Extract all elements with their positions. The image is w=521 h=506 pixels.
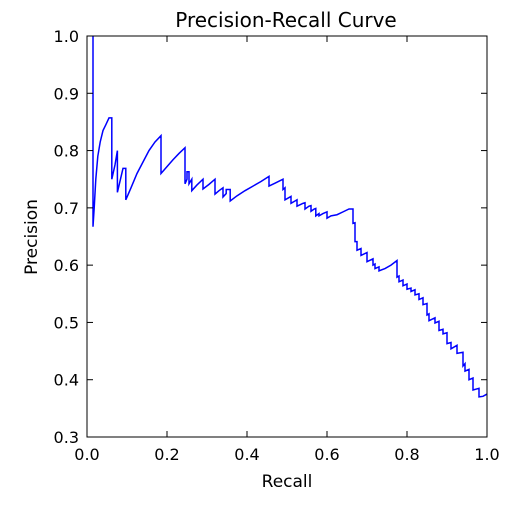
series-line bbox=[93, 36, 487, 397]
chart-title: Precision-Recall Curve bbox=[175, 8, 396, 32]
x-tick-label: 0.2 bbox=[154, 445, 179, 464]
x-axis-label: Recall bbox=[262, 472, 313, 492]
y-axis-label: Precision bbox=[22, 199, 42, 275]
x-tick-label: 0.4 bbox=[234, 445, 259, 464]
y-tick-label: 0.9 bbox=[54, 84, 79, 103]
x-tick-label: 0.8 bbox=[394, 445, 419, 464]
y-tick-label: 0.8 bbox=[54, 142, 79, 161]
y-tick-label: 0.7 bbox=[54, 199, 79, 218]
y-tick-label: 0.4 bbox=[54, 371, 79, 390]
plot-frame bbox=[87, 36, 487, 437]
plot-area: 0.0 0.2 0.4 0.6 0.8 1.0 0.3 0.4 0.5 0.6 0.7 0.8 0.9… bbox=[54, 27, 500, 464]
x-tick-label: 0.6 bbox=[314, 445, 339, 464]
y-tick-label: 1.0 bbox=[54, 27, 79, 46]
y-tick-label: 0.6 bbox=[54, 256, 79, 275]
y-axis-ticks: 0.3 0.4 0.5 0.6 0.7 0.8 0.9 1.0 bbox=[54, 27, 487, 447]
x-tick-label: 1.0 bbox=[474, 445, 499, 464]
y-tick-label: 0.3 bbox=[54, 428, 79, 447]
x-axis-ticks: 0.0 0.2 0.4 0.6 0.8 1.0 bbox=[74, 36, 499, 464]
y-tick-label: 0.5 bbox=[54, 313, 79, 332]
x-tick-label: 0.0 bbox=[74, 445, 99, 464]
